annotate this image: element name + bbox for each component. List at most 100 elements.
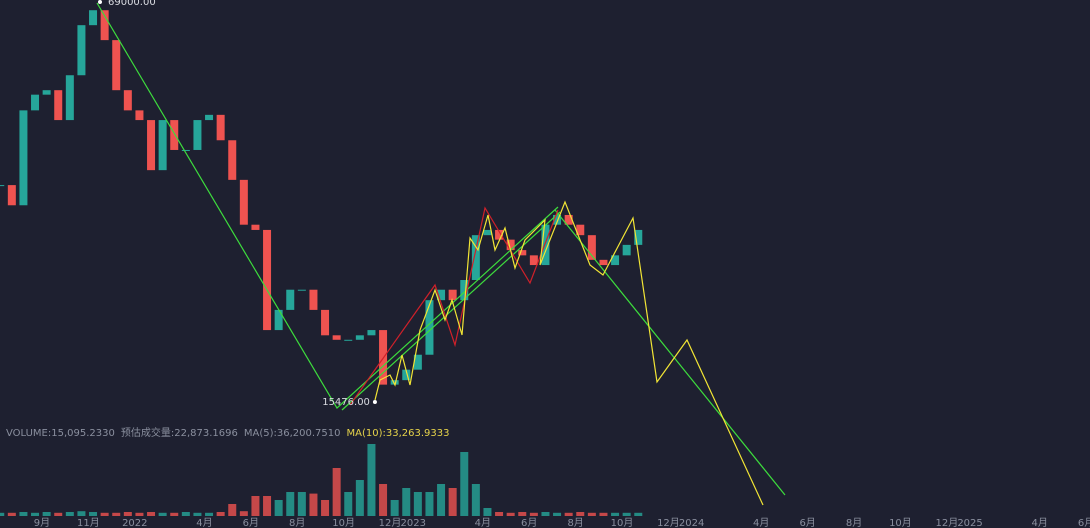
x-tick-label: 11月 (77, 517, 100, 528)
volume-bar (309, 493, 318, 516)
volume-bar (54, 512, 63, 516)
candle (65, 75, 74, 121)
candle (576, 224, 585, 236)
volume-bar (228, 504, 237, 516)
volume-bar (158, 512, 167, 516)
volume-bar (321, 500, 330, 516)
volume-bar (448, 488, 457, 516)
volume-bar (437, 484, 446, 516)
candle (553, 214, 562, 225)
candle (251, 224, 260, 230)
volume-bar (471, 484, 480, 516)
candle (355, 335, 364, 340)
volume-bar (332, 468, 341, 516)
x-tick-label: 12月 (935, 517, 958, 528)
volume-legend: VOLUME:15,095.2330 (6, 428, 115, 439)
x-tick-label: 6月 (799, 517, 815, 528)
volume-bar (553, 512, 562, 516)
volume-bar (355, 480, 364, 516)
x-tick-label: 10月 (611, 517, 634, 528)
candle (460, 280, 469, 301)
candle (158, 120, 167, 171)
candle (332, 335, 341, 340)
volume-bar (495, 512, 504, 516)
x-tick-label: 4月 (475, 517, 491, 528)
volume-bar (518, 512, 527, 516)
candle (471, 235, 480, 281)
candle (31, 94, 40, 111)
candle (19, 110, 28, 206)
candle (599, 259, 608, 266)
candle (274, 309, 283, 331)
candle (367, 330, 376, 336)
candle (402, 369, 411, 381)
volume-bar (564, 512, 573, 516)
volume-bar (193, 512, 202, 516)
volume-bar (89, 512, 98, 516)
volume-bar (541, 512, 550, 516)
volume-bar (0, 512, 5, 516)
candle (611, 255, 620, 266)
volume-bar (19, 512, 28, 516)
price-marker (97, 0, 102, 5)
volume-bar (599, 512, 608, 516)
candle (170, 120, 179, 150)
candle (112, 40, 121, 91)
candle (239, 179, 248, 225)
candle (286, 289, 295, 310)
candle (564, 214, 573, 225)
candle (77, 25, 86, 76)
candle (42, 90, 51, 95)
candle (448, 289, 457, 301)
volume-bar (483, 508, 492, 516)
candle (216, 114, 225, 141)
candle (321, 309, 330, 336)
volume-bar (135, 512, 144, 516)
x-tick-label: 4月 (753, 517, 769, 528)
volume-bar (379, 484, 388, 516)
wave-line (374, 200, 764, 506)
candles (0, 10, 643, 516)
price-marker (372, 399, 377, 404)
volume-bar (216, 512, 225, 516)
candle (263, 229, 272, 331)
volume-bar (239, 511, 248, 516)
volume-bar (297, 492, 306, 516)
candle (135, 110, 144, 121)
candle (228, 140, 237, 180)
candle (622, 244, 631, 256)
volume-bar (611, 512, 620, 516)
volume-bar (425, 492, 434, 516)
candle (193, 120, 202, 150)
candle (437, 289, 446, 301)
volume-bar (147, 512, 156, 516)
x-tick-label: 4月 (1031, 517, 1047, 528)
x-tick-label: 12月 (379, 517, 402, 528)
volume-bar (576, 512, 585, 516)
volume-bar (634, 512, 643, 516)
candle (518, 250, 527, 256)
volume-bar (274, 500, 283, 516)
volume-bar (587, 512, 596, 516)
volume-bar (65, 512, 74, 516)
volume-bar (367, 444, 376, 516)
candle (89, 10, 98, 26)
volume-bar (205, 512, 214, 516)
x-tick-label: 2023 (400, 518, 425, 528)
candle (54, 90, 63, 121)
candle (0, 185, 5, 187)
x-tick-label: 10月 (889, 517, 912, 528)
candle (181, 149, 190, 151)
candle (100, 10, 109, 41)
candle (205, 114, 214, 121)
candle (344, 339, 353, 341)
volume-bar (529, 512, 538, 516)
trend-line (96, 2, 559, 409)
x-tick-label: 2025 (957, 518, 982, 528)
candle (541, 224, 550, 266)
candle (413, 354, 422, 370)
volume-bar (622, 512, 631, 516)
candle (309, 289, 318, 310)
volume-bar (100, 512, 109, 516)
volume-bar (112, 512, 121, 516)
